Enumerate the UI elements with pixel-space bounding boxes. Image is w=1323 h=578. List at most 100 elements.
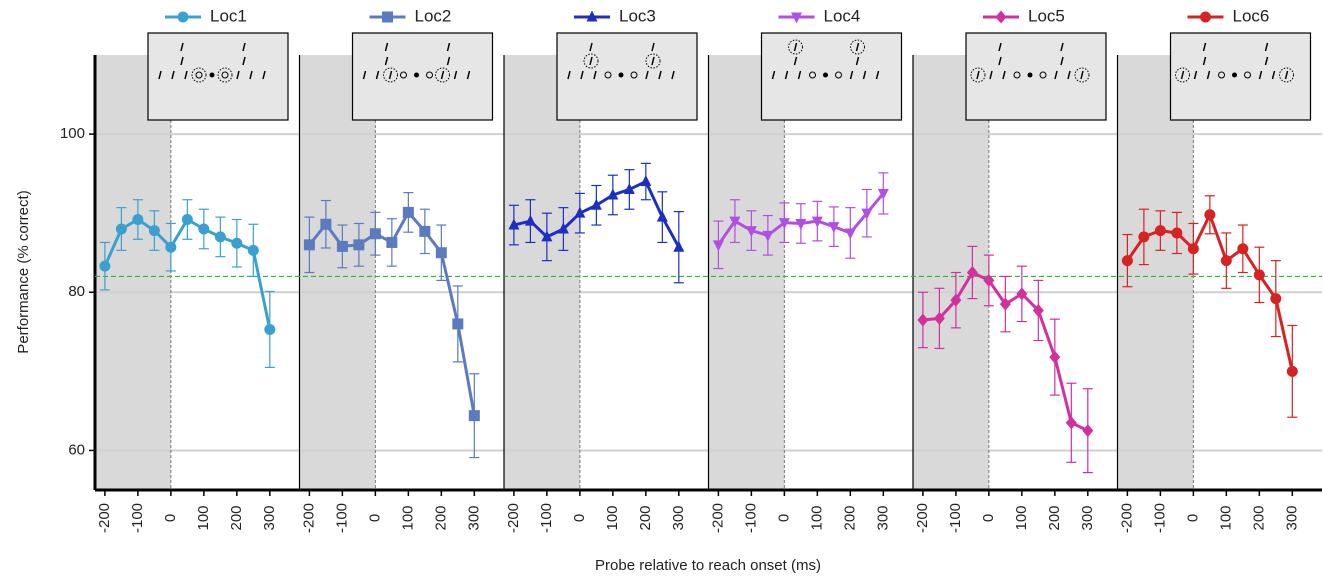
inset-ring [1218, 71, 1225, 79]
x-tick-label: 0 [366, 514, 383, 522]
marker [336, 240, 348, 252]
y-tick-label: 60 [68, 441, 85, 458]
x-tick-label: -200 [300, 503, 317, 533]
inset-dash [849, 70, 854, 80]
x-tick-label: -100 [742, 503, 759, 533]
marker [811, 216, 823, 228]
marker [762, 230, 774, 242]
x-tick-label: 0 [162, 514, 179, 522]
inset-highlight [970, 67, 986, 83]
marker [508, 218, 520, 230]
inset-dash [242, 42, 246, 52]
inset-dash [180, 42, 184, 52]
marker [933, 311, 945, 325]
inset-dash [998, 42, 1002, 52]
x-tick-label: 0 [980, 514, 997, 522]
y-axis-label: Performance (% correct) [15, 190, 32, 353]
x-tick-label: -200 [505, 503, 522, 533]
legend-label: Loc5 [1028, 6, 1065, 25]
x-tick-label: -200 [709, 503, 726, 533]
marker [198, 223, 210, 235]
marker [844, 228, 856, 240]
inset-dash [384, 56, 389, 66]
inset [1169, 32, 1312, 121]
x-tick-label: 200 [1046, 505, 1063, 530]
x-tick-label: -100 [333, 503, 350, 533]
marker [745, 226, 757, 238]
inset-highlight [645, 53, 661, 69]
inset-dash [1206, 70, 1211, 80]
x-tick-label: 200 [841, 505, 858, 530]
x-tick-label: 0 [775, 514, 792, 522]
inset-dash [446, 42, 451, 52]
inset-dash [440, 70, 445, 80]
y-tick-label: 80 [68, 283, 85, 300]
x-tick-label: 300 [1079, 505, 1096, 530]
inset-highlight [191, 67, 207, 83]
inset-dash [1180, 70, 1185, 80]
inset-dash [784, 70, 789, 80]
marker [369, 228, 381, 240]
inset-ring [604, 71, 612, 79]
inset-dash [1193, 70, 1198, 80]
inset-dash [1258, 70, 1263, 80]
inset-dash [453, 70, 458, 80]
inset-dash [645, 70, 649, 80]
inset-dash [1060, 42, 1064, 52]
marker [132, 214, 144, 226]
marker [574, 206, 586, 218]
marker [386, 236, 398, 248]
inset-dash [651, 42, 655, 52]
inset-dash [855, 56, 860, 66]
marker [983, 273, 995, 287]
inset [147, 32, 289, 121]
x-tick-label: 300 [670, 505, 687, 530]
inset-highlight [788, 39, 803, 55]
shaded-region [95, 55, 171, 490]
inset-dash [249, 70, 253, 80]
marker [877, 188, 889, 200]
x-tick-label: 0 [571, 514, 588, 522]
x-tick-label: 300 [465, 505, 482, 530]
inset-ring [426, 71, 433, 79]
inset-ring [1013, 71, 1021, 79]
inset-dash [658, 70, 662, 80]
marker [656, 210, 668, 222]
x-tick-label: -200 [96, 503, 113, 533]
marker [1065, 416, 1077, 430]
marker [557, 222, 569, 234]
marker [402, 206, 414, 218]
marker [452, 318, 464, 330]
marker [917, 313, 929, 327]
marker [1220, 255, 1232, 267]
marker [264, 323, 276, 335]
x-tick-label: 100 [604, 505, 621, 530]
marker [435, 247, 447, 259]
inset [760, 32, 903, 121]
inset-highlight [1279, 67, 1294, 83]
x-tick-label: 200 [637, 505, 654, 530]
inset-dash [793, 42, 798, 52]
inset-dot [414, 72, 419, 78]
inset-dash [184, 70, 188, 80]
inset-dash [466, 70, 471, 80]
inset-dash [855, 42, 860, 52]
inset-dash [998, 56, 1002, 66]
legend-marker [1200, 11, 1211, 23]
inset-dash [375, 70, 380, 80]
inset-ring [221, 71, 229, 79]
marker [590, 198, 602, 210]
inset-dash [1202, 42, 1207, 52]
marker [999, 297, 1011, 311]
marker [607, 188, 619, 200]
legend-label: Loc4 [824, 6, 861, 25]
inset-dash [1060, 56, 1064, 66]
x-axis-label: Probe relative to reach onset (ms) [595, 557, 821, 574]
marker [320, 218, 332, 230]
x-tick-label: 100 [808, 505, 825, 530]
marker [541, 230, 553, 242]
x-tick-label: 100 [399, 505, 416, 530]
inset-ring [630, 71, 638, 79]
inset-dash [242, 56, 246, 66]
inset-box [556, 32, 698, 121]
